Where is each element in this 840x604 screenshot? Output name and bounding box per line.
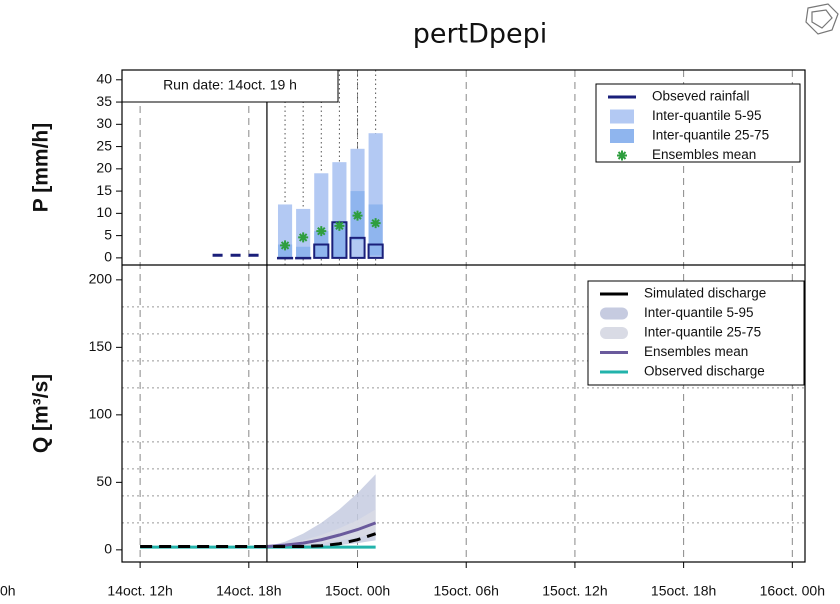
legend-swatch: [600, 307, 628, 320]
y-tick-label: 40: [96, 70, 112, 86]
legend-swatch: [610, 109, 634, 124]
quantile-band: [266, 509, 376, 547]
chart-title: pertDpepi: [413, 19, 548, 50]
legend-swatch: [617, 150, 627, 161]
legend-label: Simulated discharge: [644, 286, 766, 301]
observed-rainfall-bar: [276, 256, 294, 260]
ensemble-mean-star: [280, 240, 291, 251]
observed-rainfall-bar: [295, 256, 312, 260]
legend-label: Inter-quantile 25-75: [644, 325, 761, 340]
y-tick-label: 5: [104, 226, 112, 242]
y-tick-label: 15: [96, 182, 112, 198]
run-date-label: Run date: 14oct. 19 h: [163, 77, 297, 93]
observed-rainfall-bar: [367, 243, 384, 259]
y-tick-label: 25: [96, 137, 112, 153]
legend-label: Inter-quantile 5-95: [644, 305, 754, 320]
logo: [805, 3, 839, 35]
y-axis-label: P [mm/h]: [30, 123, 53, 212]
y-tick-label: 10: [96, 204, 112, 220]
quantile-bar: [296, 246, 311, 258]
ensemble-mean-star: [316, 226, 327, 237]
legend-swatch: [600, 327, 628, 339]
y-tick-label: 0: [104, 249, 112, 265]
y-tick-label: 30: [96, 115, 112, 131]
y-tick-label: 200: [89, 271, 113, 287]
y-tick-label: 100: [89, 406, 113, 422]
y-tick-label: 150: [89, 338, 113, 354]
run-date-box: [121, 69, 339, 103]
legend-swatch: [610, 129, 634, 143]
y-tick-label: 35: [96, 93, 112, 109]
ensemble-mean-star: [334, 220, 345, 231]
legend-label: Ensembles mean: [652, 147, 756, 162]
legend-label: Observed discharge: [644, 364, 765, 379]
legend-label: Ensembles mean: [644, 344, 748, 359]
series-line: [140, 532, 377, 548]
x-tick-label: 15oct. 12h: [542, 583, 607, 599]
y-tick-label: 50: [96, 473, 112, 489]
quantile-bar: [368, 204, 383, 256]
legend-label: Inter-quantile 5-95: [652, 108, 762, 123]
ensemble-mean-star: [298, 232, 309, 243]
x-tick-label: 15oct. 06h: [434, 583, 499, 599]
legend-label: Inter-quantile 25-75: [652, 128, 769, 143]
quantile-bar: [332, 222, 347, 258]
ensemble-mean-star: [370, 218, 381, 229]
y-tick-label: 20: [96, 160, 112, 176]
observed-rainfall-bar: [313, 243, 330, 259]
x-tick-label: 15oct. 00h: [325, 583, 390, 599]
legend-label: Obseved rainfall: [652, 89, 750, 104]
x-tick-label: 16oct. 00h: [760, 583, 825, 599]
y-axis-label: Q [m³/s]: [30, 374, 53, 453]
x-tick-label: 15oct. 18h: [651, 583, 716, 599]
x-tick-label: 14oct. 12h: [107, 583, 172, 599]
ensemble-mean-star: [352, 210, 363, 221]
plot-frame: [121, 69, 806, 563]
y-tick-label: 0: [104, 541, 112, 557]
x-tick-label: 14oct. 18h: [216, 583, 281, 599]
cropped-tick-label: 0h: [0, 583, 16, 599]
observed-rainfall-bar: [349, 236, 366, 259]
